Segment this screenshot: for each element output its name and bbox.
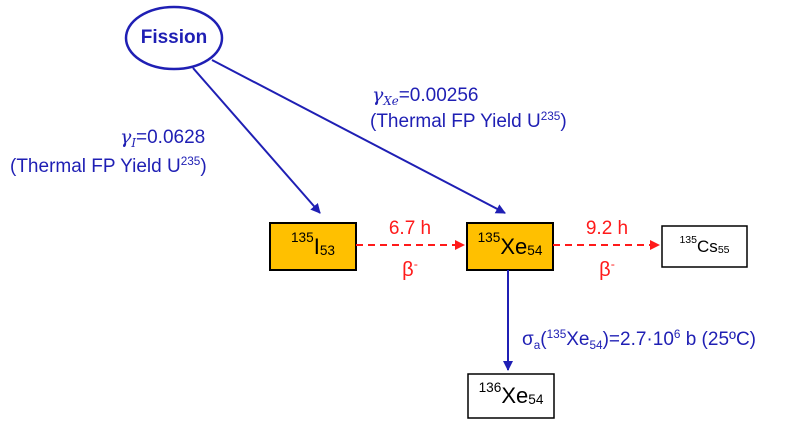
element-symbol: Xe — [500, 233, 528, 259]
note-sup: 235 — [540, 109, 561, 123]
i135-box — [269, 222, 357, 271]
note-text: (Thermal FP Yield U — [10, 156, 181, 177]
element-symbol: Cs — [697, 237, 718, 256]
xe135-box — [466, 222, 554, 271]
xe135-label: 135 Xe 54 — [477, 230, 543, 259]
note-text: (Thermal FP Yield U — [370, 111, 541, 132]
arrow-fission-to-xe135 — [211, 59, 506, 214]
i-yield-note: (Thermal FP Yield U235) — [10, 154, 207, 177]
element-symbol: Xe — [501, 383, 529, 408]
beta-symbol: β — [599, 259, 611, 281]
atomic-number: 54 — [589, 338, 603, 352]
sigma-subscript: a — [533, 338, 541, 352]
beta-sign: - — [610, 257, 615, 272]
open-paren: ( — [540, 329, 547, 350]
xe136-box — [467, 373, 555, 419]
absorption-label: σa(135Xe54)=2.7·106 b (25ºC) — [522, 327, 757, 352]
cross-section-value: )=2.7·10 — [602, 329, 674, 350]
fission-node — [124, 5, 224, 71]
cs135-box — [661, 225, 748, 268]
xe136-label: 136 Xe 54 — [478, 379, 544, 408]
note-suffix: ) — [200, 156, 207, 177]
i-yield-value: =0.0628 — [136, 127, 206, 148]
xe-decay-mode: β- — [582, 257, 632, 281]
xe-half-life: 9.2 h — [585, 218, 629, 239]
gamma-symbol: γ — [372, 84, 384, 106]
i-yield-label: γI=0.0628 — [120, 126, 206, 150]
fission-label: Fission — [140, 27, 208, 48]
sigma-symbol: σ — [522, 329, 534, 350]
note-sup: 235 — [180, 154, 201, 168]
gamma-symbol: γ — [120, 126, 132, 148]
xe-yield-label: γXe=0.00256 — [372, 84, 479, 108]
gamma-subscript: Xe — [383, 93, 399, 108]
i135-label: 135 I 53 — [290, 230, 335, 259]
i-half-life: 6.7 h — [388, 218, 432, 239]
arrow-fission-to-i135 — [192, 67, 321, 214]
cs135-label: 135 Cs 55 — [679, 233, 730, 256]
xe-yield-value: =0.00256 — [398, 85, 479, 106]
element-symbol: I — [313, 233, 320, 259]
gamma-subscript: I — [131, 135, 137, 150]
beta-sign: - — [413, 257, 418, 272]
xe-yield-note: (Thermal FP Yield U235) — [370, 109, 567, 132]
note-suffix: ) — [560, 111, 567, 132]
beta-symbol: β — [402, 259, 414, 281]
mass-number: 135 — [546, 327, 567, 341]
i-decay-mode: β- — [385, 257, 435, 281]
cross-section-unit: b (25ºC) — [680, 329, 757, 350]
exponent: 6 — [673, 327, 681, 341]
element-symbol: Xe — [566, 329, 590, 350]
